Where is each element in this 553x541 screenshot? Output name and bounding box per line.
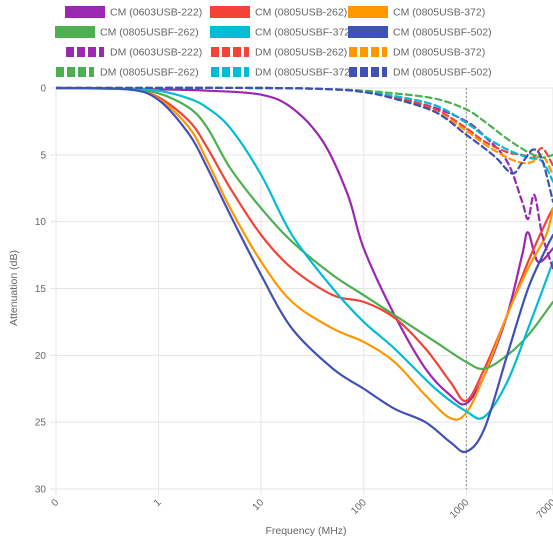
legend-item-2[interactable]: CM (0805USB-372) (348, 6, 485, 19)
legend-label: CM (0805USB-262) (255, 7, 347, 19)
series-line-7 (56, 86, 553, 167)
legend-swatch (65, 6, 105, 18)
series-line-9 (56, 86, 553, 159)
legend-swatch (210, 26, 250, 38)
legend-item-6[interactable]: DM (0603USB-222) (66, 47, 202, 59)
legend-item-10[interactable]: DM (0805USBF-372) (211, 67, 354, 79)
y-tick-label: 0 (40, 84, 46, 95)
series-line-0 (56, 86, 553, 406)
legend-label: DM (0805USBF-262) (100, 67, 199, 79)
legend-item-1[interactable]: CM (0805USB-262) (210, 6, 347, 19)
legend-label: DM (0805USBF-502) (393, 67, 492, 79)
series-line-3 (56, 86, 553, 371)
x-tick-label: 1 (152, 497, 164, 509)
legend-swatch (210, 6, 250, 18)
legend-swatch (55, 26, 95, 38)
legend-item-0[interactable]: CM (0603USB-222) (65, 6, 202, 19)
y-tick-label: 10 (35, 217, 47, 228)
x-tick-label: 0 (49, 497, 61, 509)
legend-item-4[interactable]: CM (0805USBF-372) (210, 26, 354, 39)
series-line-2 (56, 86, 553, 421)
legend-label: CM (0805USBF-502) (393, 27, 492, 39)
series-line-10 (56, 86, 553, 183)
y-tick-label: 5 (40, 150, 46, 161)
grid-lines (50, 87, 553, 495)
legend-label: CM (0603USB-222) (110, 7, 202, 19)
legend-item-3[interactable]: CM (0805USBF-262) (55, 26, 199, 39)
series-line-5 (56, 86, 553, 454)
x-axis-title: Frequency (MHz) (265, 525, 346, 537)
legend-label: CM (0805USBF-262) (100, 27, 199, 39)
y-tick-label: 30 (35, 485, 47, 496)
x-tick-label: 7000 (535, 497, 553, 521)
legend-swatch (348, 26, 388, 38)
plot-area (56, 86, 553, 454)
x-tick-label: 100 (349, 497, 369, 517)
legend-label: DM (0603USB-222) (110, 47, 202, 59)
legend-item-11[interactable]: DM (0805USBF-502) (349, 67, 492, 79)
legend-label: DM (0805USBF-372) (255, 67, 354, 79)
y-tick-label: 25 (35, 418, 47, 429)
legend-label: CM (0805USBF-372) (255, 27, 354, 39)
legend-item-5[interactable]: CM (0805USBF-502) (348, 26, 492, 39)
legend-item-7[interactable]: DM (0805USB-262) (211, 47, 347, 59)
y-tick-label: 15 (35, 284, 47, 295)
x-tick-label: 1000 (448, 497, 472, 521)
legend-item-9[interactable]: DM (0805USBF-262) (56, 67, 199, 79)
series-line-11 (56, 86, 553, 203)
legend[interactable]: CM (0603USB-222) CM (0805USB-262) CM (0805… (55, 6, 492, 79)
legend-label: CM (0805USB-372) (393, 7, 485, 19)
legend-swatch (348, 6, 388, 18)
legend-label: DM (0805USB-262) (255, 47, 347, 59)
y-axis-title: Attenuation (dB) (8, 250, 20, 326)
x-tick-label: 10 (251, 497, 267, 513)
y-tick-label: 20 (35, 351, 47, 362)
legend-label: DM (0805USB-372) (393, 47, 485, 59)
legend-item-8[interactable]: DM (0805USB-372) (349, 47, 485, 59)
series-line-1 (56, 86, 553, 403)
series-line-6 (56, 86, 553, 270)
